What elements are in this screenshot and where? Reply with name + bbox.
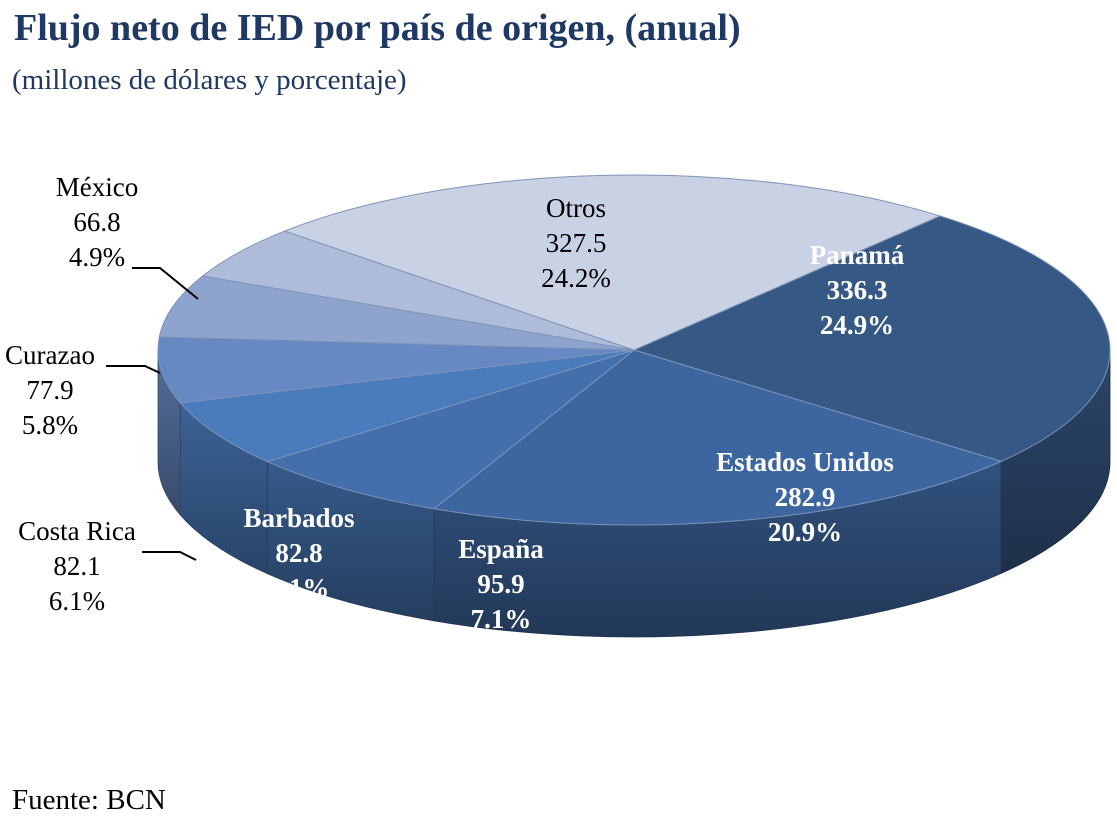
source-note: Fuente: BCN [12, 784, 166, 816]
pie-slice-estados-unidos [432, 349, 1003, 526]
pie-slice-costa-rica [157, 336, 635, 404]
pie-slice-curazao [158, 275, 635, 351]
leader-line [142, 551, 197, 561]
chart-title: Flujo neto de IED por país de origen, (a… [14, 7, 741, 49]
slice-value-label: 77.9 [26, 375, 73, 405]
pie-slice-méxico [201, 230, 635, 351]
slice-value-label: 282.9 [775, 482, 836, 512]
leader-line [132, 267, 199, 300]
slice-label: Otros [546, 193, 606, 223]
pie-labels: Panamá 336.3 24.9% Estados Unidos 282.9 20.9%… [5, 172, 905, 634]
pie-slice-españa [265, 349, 635, 510]
slice-percent-label: 24.2% [541, 263, 611, 293]
slice-value-label: 327.5 [546, 228, 607, 258]
slice-label: Costa Rica [18, 516, 136, 546]
pie-slice-panamá [632, 215, 1111, 462]
slice-label: Panamá [810, 240, 905, 270]
slice-percent-label: 24.9% [820, 310, 894, 340]
leader-line [106, 365, 161, 374]
slice-value-label: 336.3 [827, 275, 888, 305]
slice-value-label: 82.1 [53, 551, 100, 581]
pie-side-walls [157, 349, 1111, 638]
slice-percent-label: 4.9% [69, 242, 125, 272]
slice-percent-label: 6.1% [269, 573, 330, 603]
pie-slice-otros [283, 174, 942, 351]
slice-percent-label: 20.9% [768, 517, 842, 547]
slice-label: México [56, 172, 138, 202]
pie-slice-barbados [179, 349, 635, 463]
slice-label: Estados Unidos [716, 447, 894, 477]
slice-value-label: 95.9 [477, 569, 524, 599]
slice-label: Barbados [243, 503, 354, 533]
slice-percent-label: 5.8% [22, 410, 78, 440]
chart-subtitle: (millones de dólares y porcentaje) [12, 64, 407, 96]
slice-percent-label: 7.1% [471, 604, 532, 634]
slice-value-label: 66.8 [73, 207, 120, 237]
pie-top [157, 174, 1111, 526]
slice-value-label: 82.8 [275, 538, 322, 568]
slice-label: España [458, 534, 544, 564]
slice-label: Curazao [5, 340, 95, 370]
slice-percent-label: 6.1% [49, 586, 105, 616]
